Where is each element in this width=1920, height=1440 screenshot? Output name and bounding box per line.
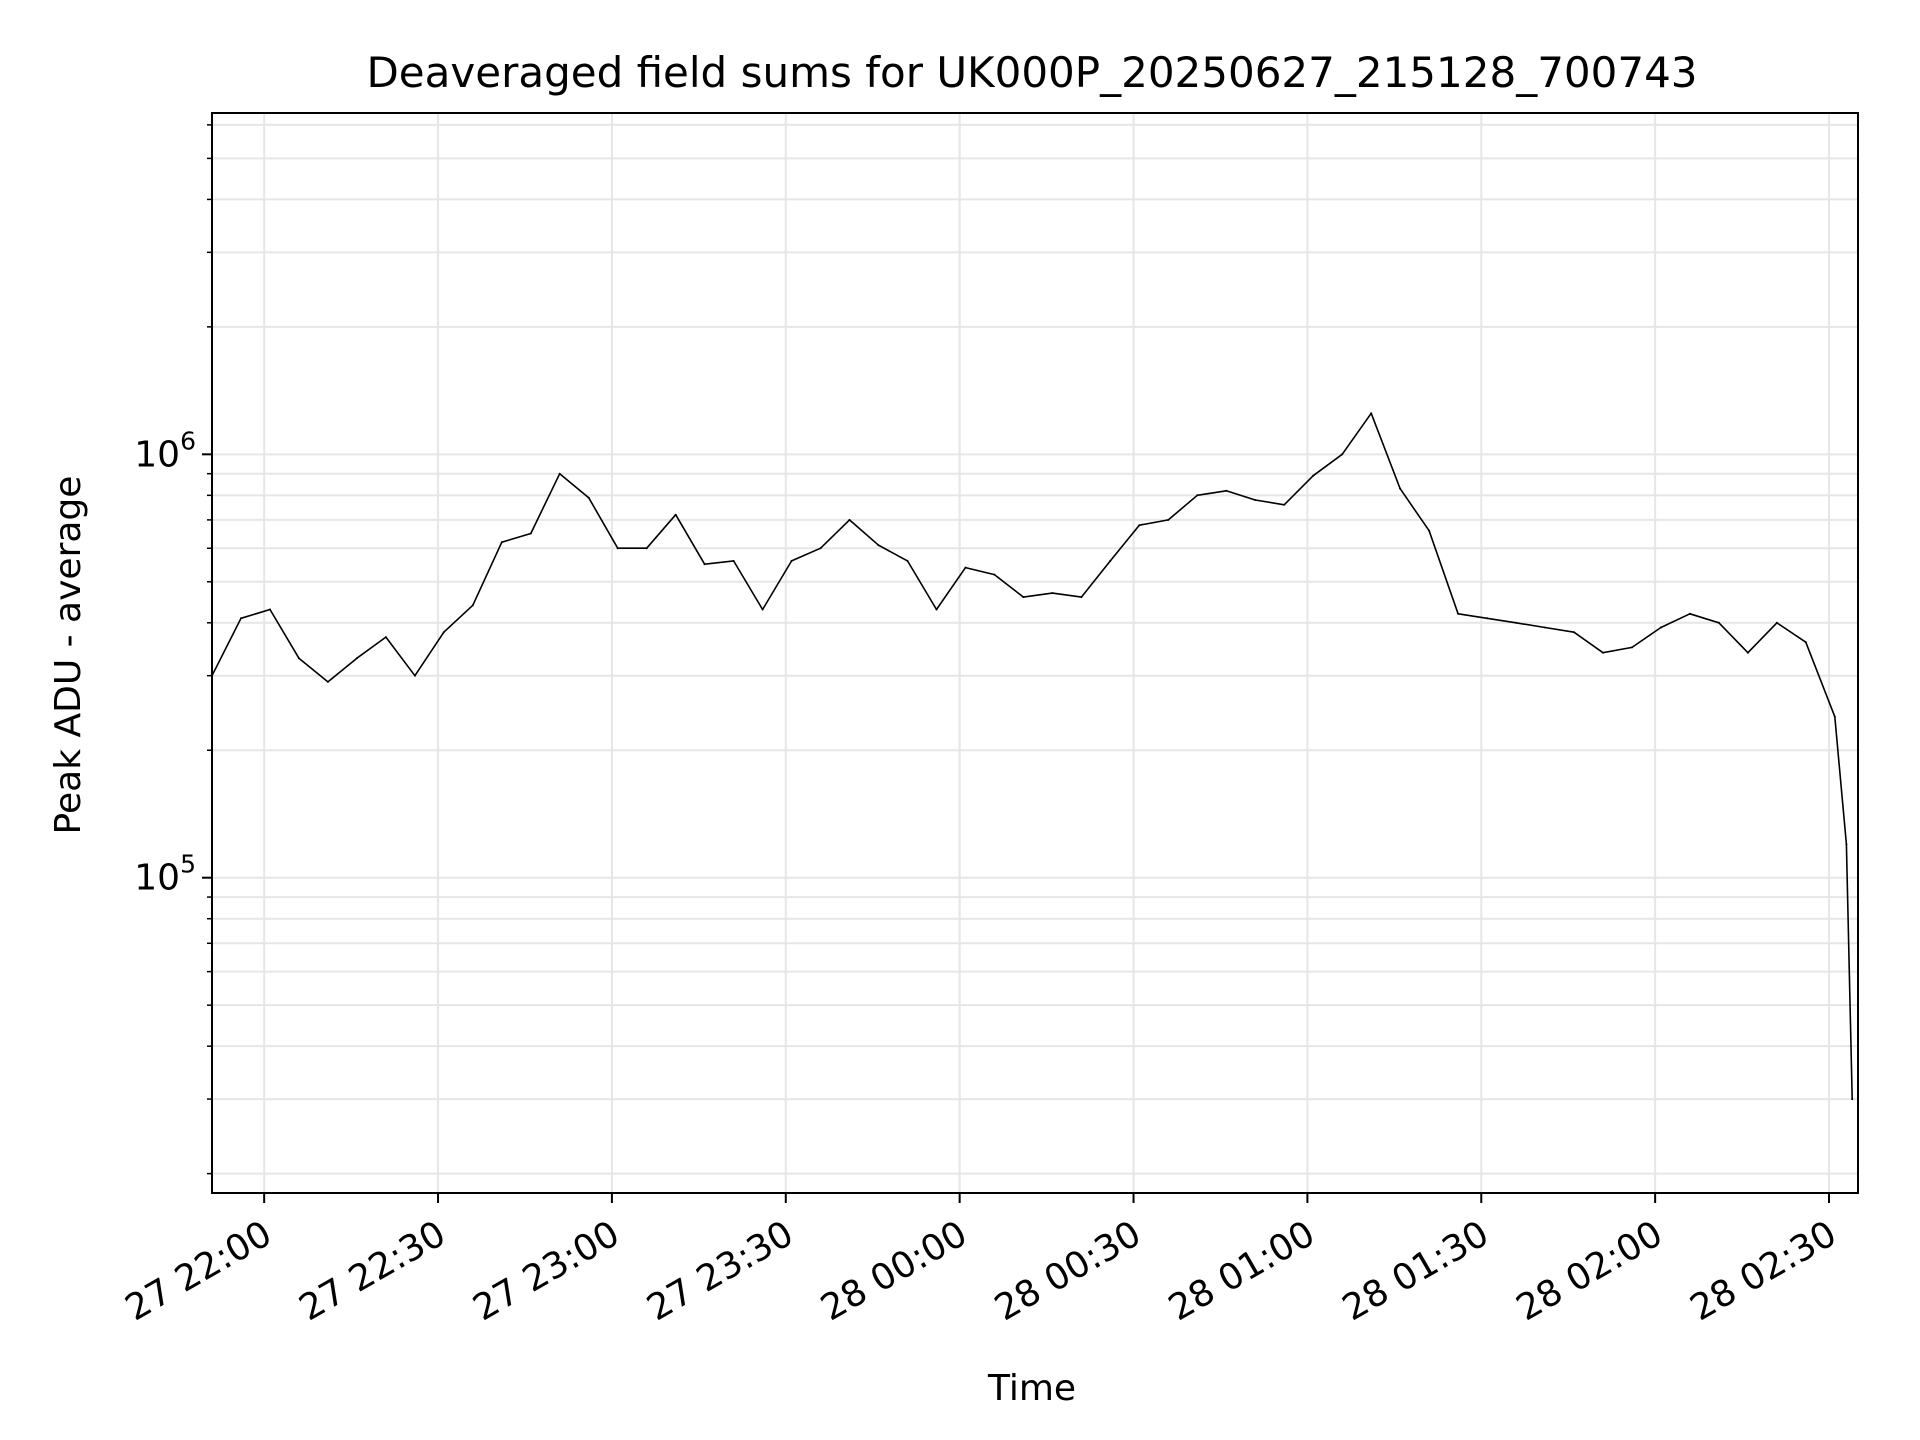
data-point	[819, 547, 822, 550]
x-axis-label: Time	[987, 1368, 1076, 1409]
data-point	[500, 541, 503, 544]
data-point	[529, 532, 532, 535]
data-point	[442, 631, 445, 634]
data-point	[1602, 651, 1604, 654]
data-point	[471, 604, 474, 607]
data-point	[1544, 626, 1546, 629]
data-point	[790, 559, 793, 562]
data-point	[1659, 626, 1662, 629]
data-point	[384, 636, 387, 639]
data-point	[1022, 596, 1025, 599]
data-point	[1312, 474, 1315, 477]
data-point	[761, 608, 764, 611]
data-point	[1196, 494, 1199, 497]
data-point	[326, 680, 329, 683]
data-point	[269, 608, 271, 611]
data-point	[645, 547, 648, 550]
data-point	[1399, 487, 1402, 490]
data-point	[1080, 596, 1083, 599]
data-point	[1457, 612, 1460, 615]
data-point	[674, 513, 677, 516]
y-axis-label: Peak ADU - average	[48, 476, 89, 835]
data-point	[1851, 1098, 1854, 1101]
data-point	[732, 559, 735, 562]
data-point	[848, 518, 851, 521]
data-point	[297, 657, 300, 660]
data-point	[1775, 621, 1778, 624]
data-point	[1283, 503, 1286, 506]
data-point	[1254, 499, 1257, 501]
data-point	[1428, 529, 1431, 532]
data-point	[1341, 453, 1344, 456]
data-point	[355, 657, 358, 660]
data-point	[1225, 489, 1228, 492]
data-point	[413, 674, 416, 677]
data-point	[1746, 651, 1749, 654]
data-point	[1370, 412, 1373, 415]
data-point	[1515, 621, 1517, 624]
data-point	[1804, 641, 1807, 644]
data-point	[1109, 559, 1112, 562]
series-layer	[211, 412, 1854, 1101]
data-point	[1138, 524, 1141, 527]
data-point	[1631, 646, 1633, 649]
data-point	[1051, 592, 1054, 595]
y-tick-label: 106	[134, 426, 196, 475]
y-tick-label: 105	[134, 850, 196, 899]
data-point	[1486, 617, 1489, 620]
data-point	[558, 472, 561, 475]
data-point	[964, 566, 967, 569]
data-point	[587, 496, 590, 499]
data-point	[906, 559, 909, 562]
data-point	[1688, 612, 1691, 615]
data-point	[240, 617, 242, 620]
data-point	[616, 547, 619, 550]
data-point	[1573, 631, 1575, 634]
data-point	[877, 544, 880, 547]
data-point	[1167, 518, 1170, 521]
data-point	[1845, 843, 1848, 846]
data-point	[1717, 621, 1720, 624]
data-point	[935, 608, 938, 611]
data-point	[993, 573, 996, 576]
data-point	[1833, 715, 1836, 718]
data-point	[703, 563, 706, 566]
plot-frame	[211, 112, 1859, 1194]
grid-lines	[212, 113, 1858, 1193]
chart-title: Deaveraged field sums for UK000P_2025062…	[366, 48, 1697, 97]
y-axis-ticks: 105 106	[134, 124, 212, 1175]
